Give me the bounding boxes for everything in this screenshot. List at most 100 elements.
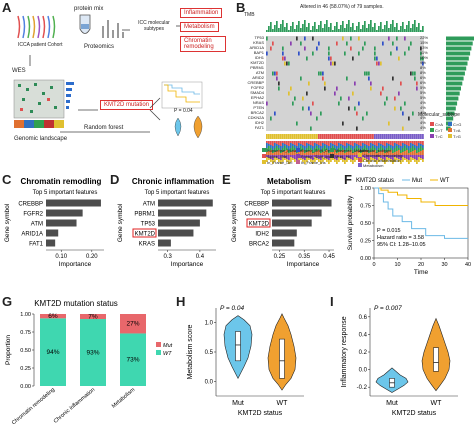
tmb-bar <box>330 23 332 32</box>
y-tick-label: 0.00 <box>20 384 31 390</box>
gene-label-nras: NRAS <box>252 100 264 105</box>
tv-bar <box>312 146 314 150</box>
tv-bar <box>308 158 310 160</box>
tv-bar <box>372 141 374 144</box>
tv-bar <box>404 144 406 146</box>
mutation-cell <box>368 71 370 76</box>
tv-bar <box>278 145 280 148</box>
tv-bar <box>352 150 354 153</box>
subtype-cell <box>274 134 276 139</box>
mutation-cell <box>380 91 382 96</box>
stacked-bar-chart-g: KMT2D mutation status 0.00 0.25 0.50 0.75 1.0… <box>5 299 173 426</box>
mutation-cell <box>414 76 416 81</box>
tv-bar <box>338 143 340 148</box>
tv-bar <box>266 148 268 152</box>
subtype-cell <box>392 134 394 139</box>
tmb-bar <box>420 30 422 32</box>
tv-bar <box>300 155 302 158</box>
tv-bar <box>284 141 286 144</box>
tv-bar <box>362 148 364 152</box>
mutation-cell <box>384 101 386 106</box>
tv-bar <box>292 155 294 158</box>
bar-chart-e: Metabolism Top 5 important features CREBBP… <box>231 177 336 268</box>
data-label-mut: 6% <box>48 313 58 320</box>
legend-wt-label: WT <box>440 178 450 184</box>
tv-bar <box>272 150 274 153</box>
tv-bar <box>376 146 378 150</box>
tv-bar <box>332 158 334 160</box>
tv-bar <box>416 160 418 164</box>
p-value: P = 0.04 <box>220 305 245 312</box>
tv-bar <box>336 150 338 153</box>
tv-bar <box>420 151 422 155</box>
tv-bar <box>394 152 396 155</box>
tv-bar <box>400 141 402 146</box>
tv-bar <box>280 150 282 153</box>
tv-bar <box>392 160 394 164</box>
category-label: ATM <box>31 222 43 228</box>
tv-bar <box>402 141 404 143</box>
mutation-cell <box>348 106 350 111</box>
tmb-bar <box>350 27 352 32</box>
mutation-cell <box>294 96 296 101</box>
tv-bar <box>330 143 332 148</box>
bar-crebbp <box>46 199 101 207</box>
chart-title: Chronic inflammation <box>132 177 214 186</box>
gene-label-crebbp: CREBBP <box>247 80 264 85</box>
tv-bar <box>398 150 400 155</box>
tv-bar <box>374 145 376 148</box>
category-label: CREBBP <box>18 202 43 208</box>
tv-bar <box>382 150 384 155</box>
tv-bar <box>360 141 362 146</box>
tv-bar <box>340 146 342 151</box>
x-tick-label: WT <box>431 400 443 407</box>
panel-f-letter: F <box>344 172 352 187</box>
y-tick-label: 0.5 <box>205 350 214 356</box>
tv-bar <box>386 143 388 148</box>
mutation-cell <box>310 126 312 131</box>
tmb-bar <box>306 27 308 32</box>
tv-bar <box>420 144 422 146</box>
subtype-cell <box>292 134 294 139</box>
tv-bar <box>324 155 326 158</box>
gene-percent-label: 4% <box>420 105 426 110</box>
tv-bar <box>274 157 276 162</box>
tv-bar <box>302 159 304 162</box>
tmb-bar <box>408 21 410 32</box>
mutation-cell <box>330 56 332 61</box>
bar-kmt2d <box>158 229 194 237</box>
mutation-cell <box>344 51 346 56</box>
tv-bar <box>350 145 352 148</box>
violin-chart-h: P = 0.04 0.0 0.5 1.0 Metabolism score Mut WT KM… <box>187 305 304 417</box>
tv-bar <box>338 152 340 155</box>
tv-bar <box>386 141 388 143</box>
tv-bar <box>370 157 372 162</box>
tv-bar <box>342 141 344 145</box>
y-axis-label: Metabolism score <box>187 324 194 379</box>
mutation-cell <box>356 126 358 131</box>
tv-bar <box>388 158 390 160</box>
y-axis-label: Gene symbol <box>4 203 11 242</box>
tv-bar <box>390 148 392 150</box>
tv-bar <box>378 152 380 155</box>
mutation-cell <box>272 71 274 76</box>
tv-bar <box>406 150 408 155</box>
tmb-bar <box>334 26 336 32</box>
tv-bar <box>324 146 326 151</box>
mutation-cell <box>364 41 366 46</box>
tv-bar <box>320 155 322 160</box>
tmb-bar <box>360 29 362 32</box>
gene-freq-bar <box>446 91 460 96</box>
gene-label-cdkn2a: CDKN2A <box>247 115 264 120</box>
tv-bar <box>402 143 404 148</box>
tv-bar <box>356 155 358 158</box>
tmb-bar <box>404 29 406 32</box>
subtype-box-chromatin: Chromatin remodeling <box>180 36 226 52</box>
tv-bar <box>286 159 288 162</box>
tv-bar <box>318 145 320 148</box>
tv-bar <box>418 155 420 157</box>
tv-bar <box>290 143 292 148</box>
tv-bar <box>382 141 384 145</box>
tmb-bar <box>278 28 280 32</box>
mutation-cell <box>370 86 372 91</box>
